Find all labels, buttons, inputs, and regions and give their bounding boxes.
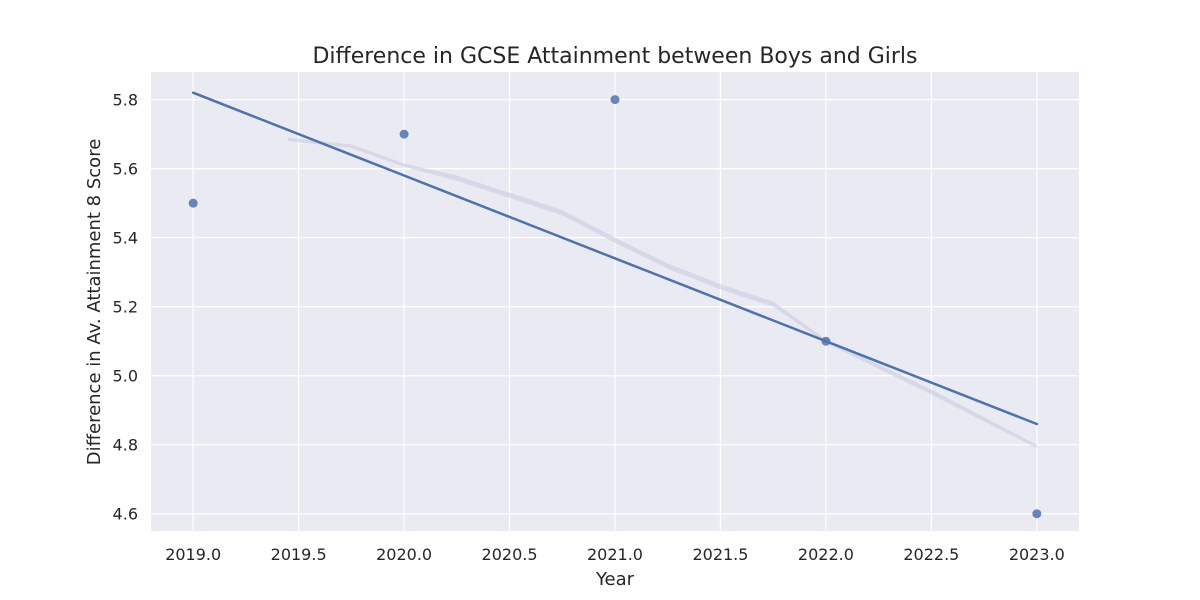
data-points bbox=[188, 95, 1042, 519]
y-tick-label: 4.8 bbox=[113, 436, 138, 455]
x-tick-label: 2020.5 bbox=[482, 545, 538, 564]
y-axis-label: Difference in Av. Attainment 8 Score bbox=[84, 139, 105, 466]
data-point bbox=[399, 129, 409, 139]
x-tick-label: 2019.0 bbox=[165, 545, 221, 564]
y-tick-label: 5.6 bbox=[113, 160, 138, 179]
chart-title: Difference in GCSE Attainment between Bo… bbox=[312, 44, 917, 69]
y-tick-label: 5.2 bbox=[113, 298, 138, 317]
data-point bbox=[1032, 509, 1042, 519]
x-tick-labels: 2019.0 2019.5 2020.0 2020.5 2021.0 2021.5 2022… bbox=[165, 545, 1065, 564]
y-tick-label: 5.0 bbox=[113, 367, 138, 386]
x-axis-label: Year bbox=[595, 569, 635, 590]
y-tick-labels: 4.6 4.8 5.0 5.2 5.4 5.6 5.8 bbox=[113, 91, 138, 524]
x-tick-label: 2022.5 bbox=[903, 545, 959, 564]
x-tick-label: 2021.5 bbox=[692, 545, 748, 564]
data-point bbox=[610, 95, 620, 105]
regression-line bbox=[191, 91, 1039, 426]
x-gridlines bbox=[192, 72, 1038, 531]
y-tick-label: 5.4 bbox=[113, 229, 138, 248]
x-tick-label: 2023.0 bbox=[1009, 545, 1065, 564]
data-point bbox=[188, 198, 198, 208]
x-tick-label: 2022.0 bbox=[798, 545, 854, 564]
y-tick-label: 4.6 bbox=[113, 505, 138, 524]
y-tick-label: 5.8 bbox=[113, 91, 138, 110]
x-tick-label: 2020.0 bbox=[376, 545, 432, 564]
data-point bbox=[821, 336, 831, 346]
x-tick-label: 2021.0 bbox=[587, 545, 643, 564]
x-tick-label: 2019.5 bbox=[271, 545, 327, 564]
